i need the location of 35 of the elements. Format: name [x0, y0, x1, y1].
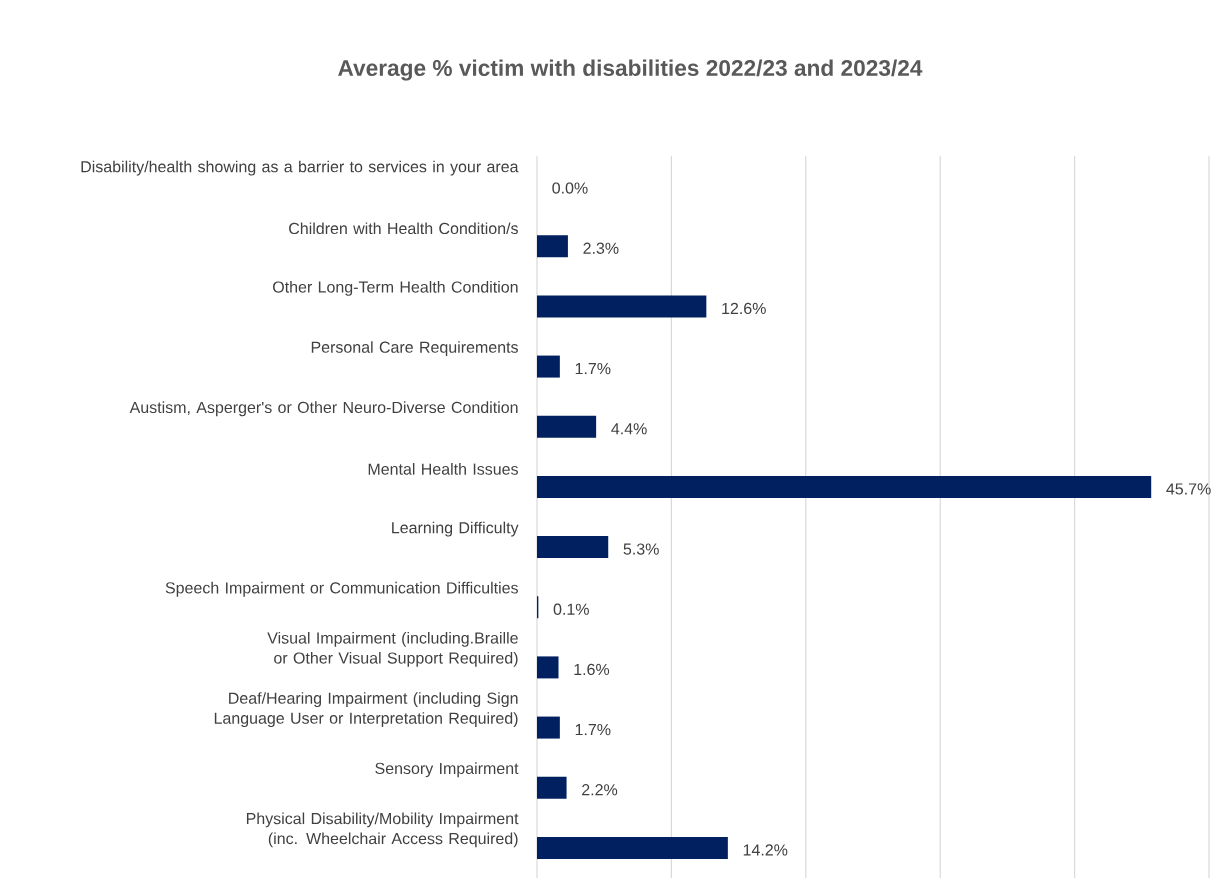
data-label: 1.7% [575, 723, 611, 736]
bar [537, 836, 728, 859]
data-label: 12.6% [722, 302, 766, 315]
bar [537, 475, 1152, 498]
data-label: 5.3% [623, 543, 659, 555]
data-label: 45.7% [1166, 483, 1211, 495]
data-label: 4.4% [611, 423, 647, 435]
y-tick-label: Children with Health Condition/s [289, 222, 518, 235]
bar [537, 656, 559, 679]
y-tick-label: Visual Impairment (including.Braille or Other Visual Support Required) [267, 631, 518, 667]
y-tick-label: Mental Health Issues [368, 463, 518, 475]
y-tick-label: Disability/health showing as a barrier to services in your area [81, 160, 519, 176]
data-label: 1.6% [574, 663, 610, 676]
y-tick-label: Speech Impairment or Communication Difficulties [165, 581, 518, 597]
bar [537, 295, 707, 318]
bar [537, 776, 567, 799]
y-tick-label: Other Long-Term Health Condition [273, 280, 518, 296]
y-tick-label: Physical Disability/Mobility Impairment (inc. Wheelchair Access Required) [246, 812, 519, 848]
bar [537, 716, 560, 739]
data-label: 0.0% [552, 182, 588, 194]
chart-title: Average % victim with disabilities 2022/23 and 2023/24 [338, 59, 923, 81]
y-tick-label: Austism, Asperger's or Other Neuro-Diverse Condition [129, 401, 518, 417]
data-label: 1.7% [575, 362, 611, 375]
bar [537, 235, 568, 258]
y-tick-label: Learning Difficulty [392, 521, 519, 537]
y-tick-label: Deaf/Hearing Impairment (including Sign Language User or Interpretation Required) [214, 692, 518, 728]
data-label: 14.2% [743, 844, 788, 856]
bar [537, 355, 560, 378]
bar [537, 536, 609, 559]
data-label: 0.1% [553, 603, 589, 615]
y-tick-label: Sensory Impairment [375, 762, 519, 778]
y-tick-label: Personal Care Requirements [311, 341, 518, 357]
bar [537, 415, 597, 438]
data-label: 2.3% [583, 242, 619, 254]
data-label: 2.2% [582, 784, 618, 796]
